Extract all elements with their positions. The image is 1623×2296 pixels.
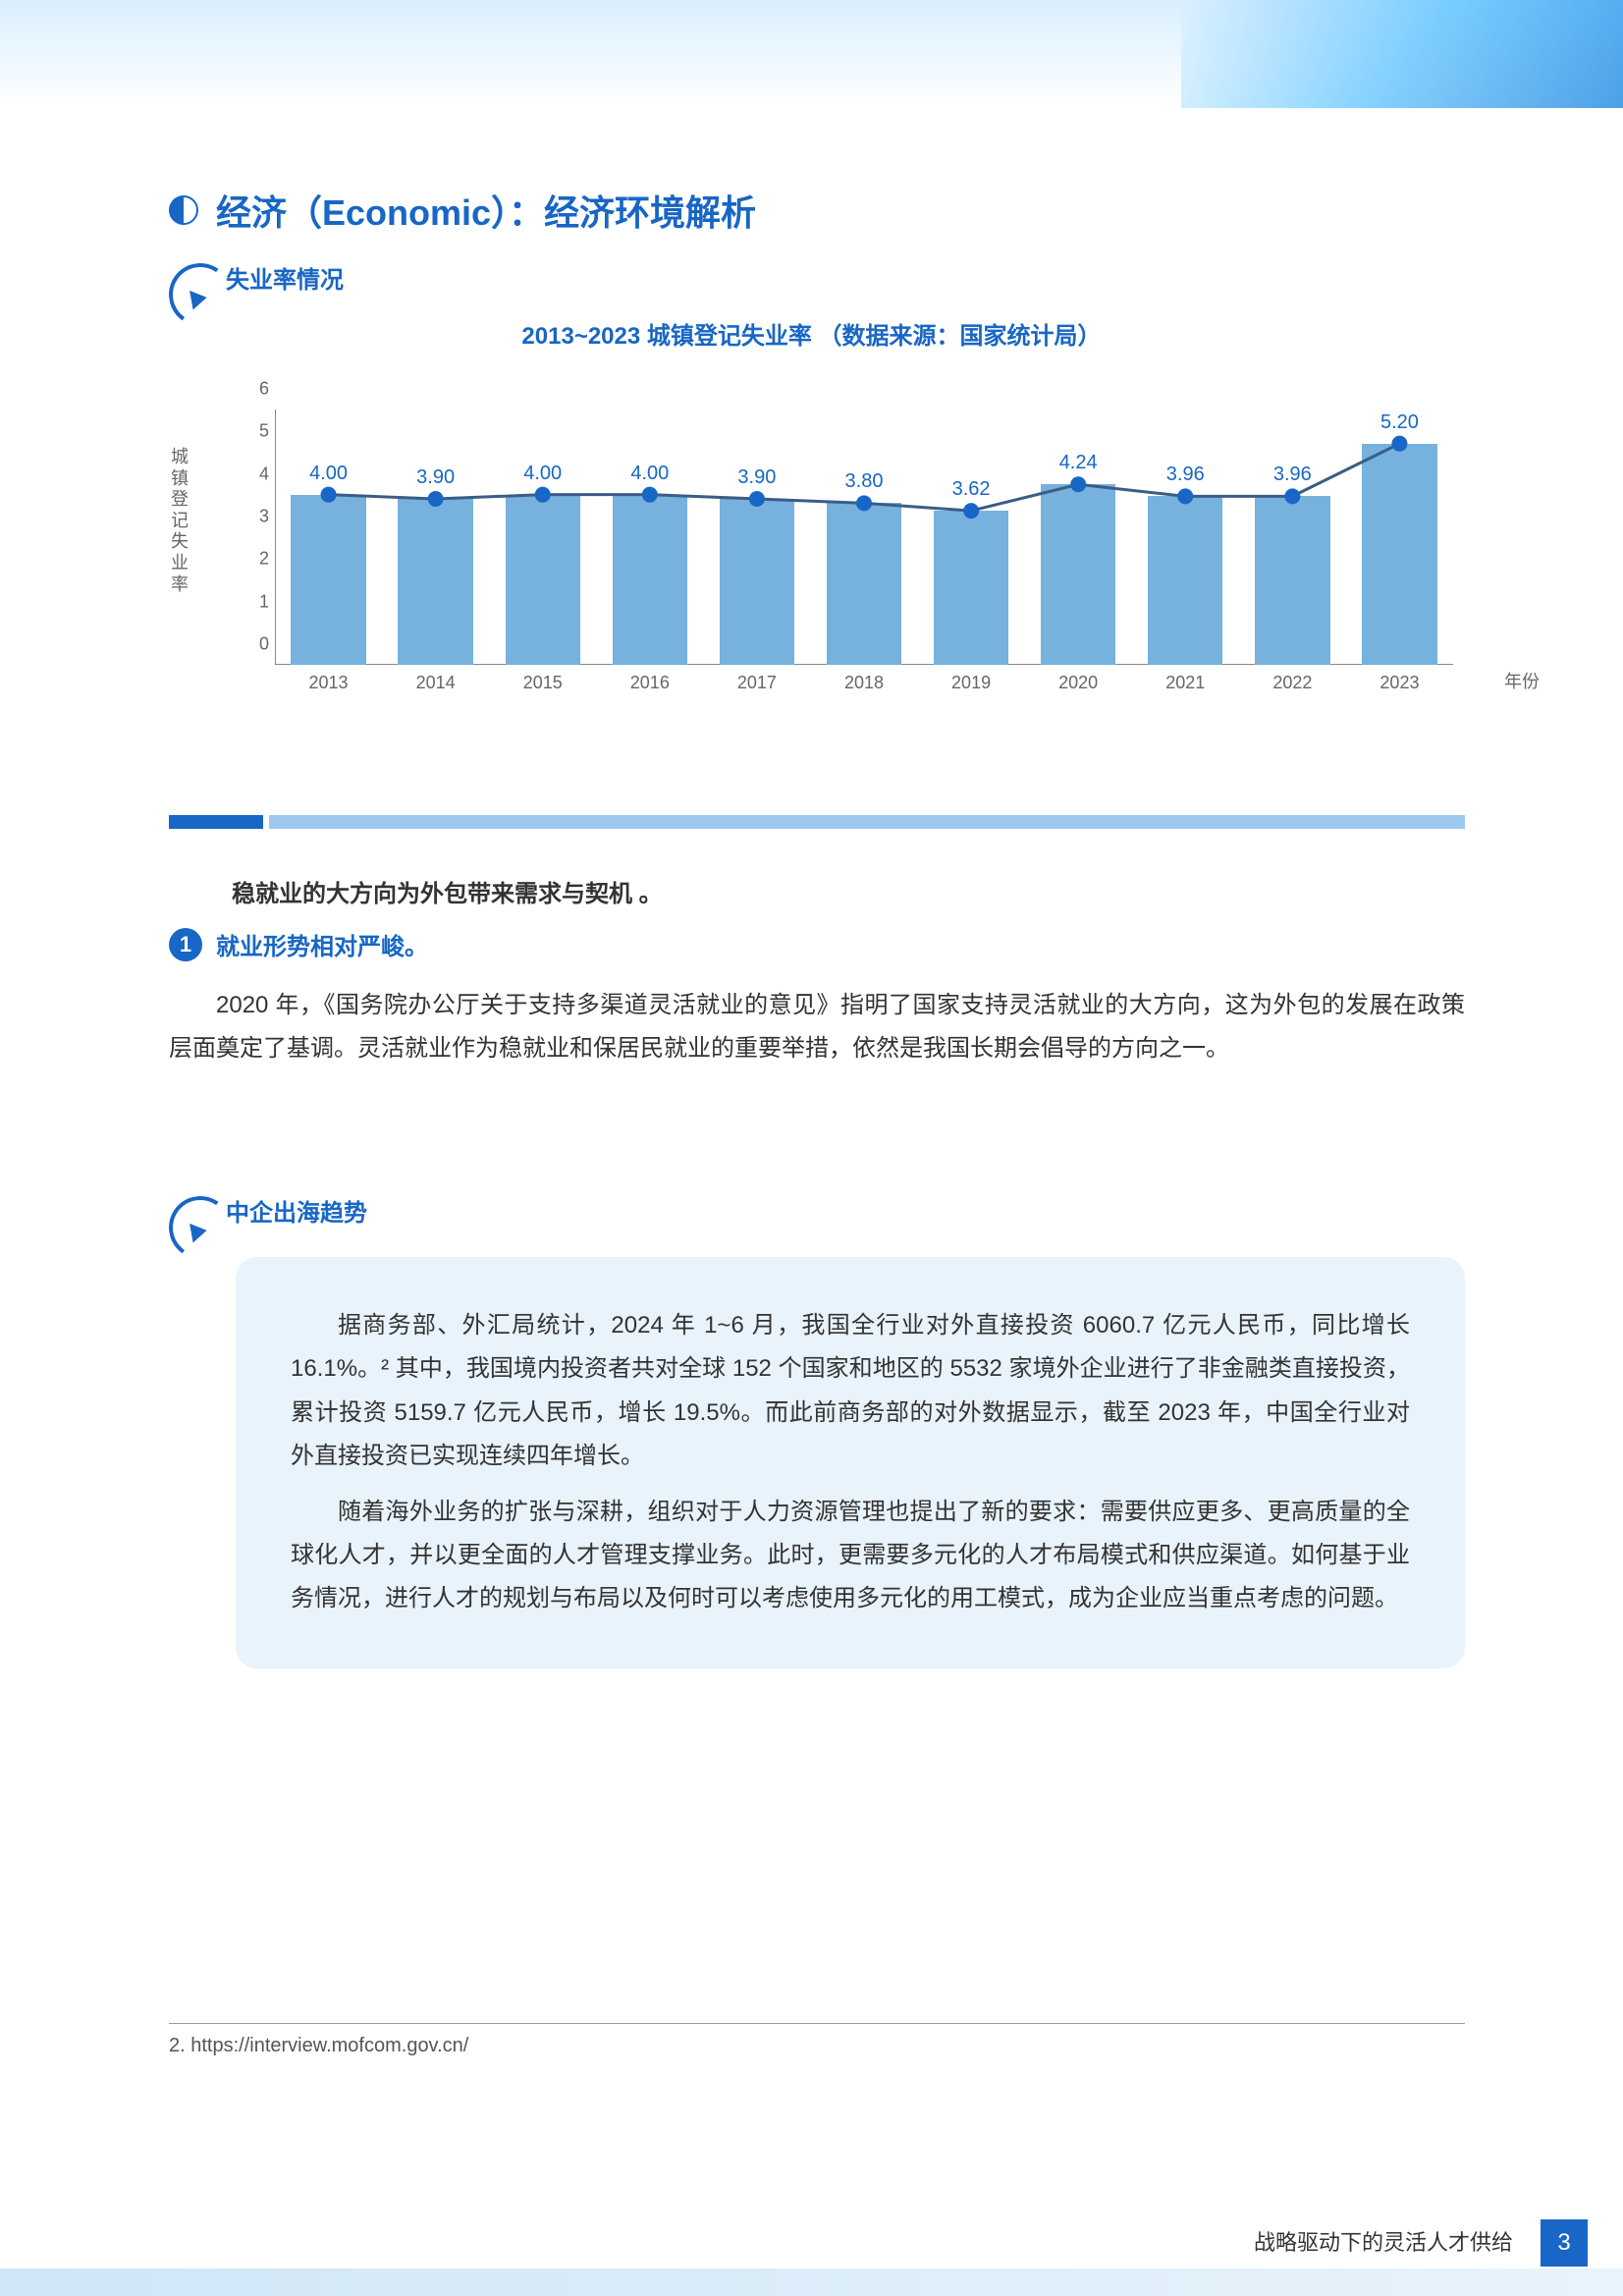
- chart-ytick: 4: [245, 464, 269, 484]
- chart-ytick: 1: [245, 591, 269, 612]
- page-number: 3: [1541, 2219, 1588, 2267]
- divider-bar: [169, 815, 1465, 829]
- chart-ytick: 6: [245, 379, 269, 400]
- numbered-title: 就业形势相对严峻。: [216, 927, 428, 961]
- chart-xlabel: 2014: [382, 673, 489, 693]
- chart-xlabel: 2018: [810, 673, 917, 693]
- chart-ylabel: 城镇登记失业率: [171, 447, 190, 595]
- number-badge: 1: [169, 928, 202, 961]
- chart-marker: [642, 487, 658, 503]
- chart-marker: [535, 487, 551, 503]
- sub-badge-label: 失业率情况: [226, 260, 344, 295]
- chart-marker: [428, 491, 444, 507]
- highlight-text: 稳就业的大方向为外包带来需求与契机 。: [232, 854, 1465, 928]
- chart-marker: [1391, 436, 1407, 452]
- paragraph-1: 2020 年，《国务院办公厅关于支持多渠道灵活就业的意见》指明了国家支持灵活就业…: [169, 984, 1465, 1071]
- chart-xlabel: 2019: [918, 673, 1025, 693]
- bullet-icon: [169, 195, 198, 225]
- chart-ytick: 3: [245, 507, 269, 527]
- chart-marker: [321, 487, 337, 503]
- chart-ytick: 5: [245, 421, 269, 442]
- chart-xlabel: 2020: [1025, 673, 1132, 693]
- chart-xlabel: 2017: [703, 673, 810, 693]
- chart-xlabel: 2016: [596, 673, 703, 693]
- chart-marker: [856, 495, 872, 511]
- chart-marker: [963, 503, 979, 519]
- section-title-text: 经济（Economic）：经济环境解析: [216, 185, 756, 236]
- footer-title: 战略驱动下的灵活人才供给: [1254, 2225, 1513, 2257]
- section-title: 经济（Economic）：经济环境解析: [169, 185, 756, 236]
- footer-band: [0, 2269, 1623, 2296]
- chart-title: 2013~2023 城镇登记失业率 （数据来源：国家统计局）: [0, 316, 1623, 351]
- chart-xaxis-label: 年份: [1504, 668, 1540, 693]
- unemployment-chart: 城镇登记失业率 年份 012345620134.0020143.9020154.…: [236, 388, 1492, 694]
- chart-marker: [749, 491, 765, 507]
- chart-xlabel: 2021: [1132, 673, 1239, 693]
- chart-ytick: 0: [245, 634, 269, 655]
- footnote-rule: [169, 2023, 1465, 2024]
- top-banner: [0, 0, 1623, 108]
- chart-xlabel: 2013: [275, 673, 382, 693]
- info-panel: 据商务部、外汇局统计，2024 年 1~6 月，我国全行业对外直接投资 6060…: [236, 1257, 1465, 1668]
- chart-marker: [1284, 488, 1300, 504]
- chart-marker: [1177, 488, 1193, 504]
- chart-xlabel: 2015: [489, 673, 596, 693]
- numbered-heading-1: 1 就业形势相对严峻。: [169, 927, 428, 961]
- chart-xlabel: 2022: [1239, 673, 1346, 693]
- sub-badge-overseas: 中企出海趋势: [169, 1196, 367, 1259]
- panel-paragraph-2: 随着海外业务的扩张与深耕，组织对于人力资源管理也提出了新的要求：需要供应更多、更…: [291, 1491, 1410, 1621]
- sub-badge-label: 中企出海趋势: [226, 1193, 367, 1228]
- chart-line: [275, 410, 1453, 665]
- chart-marker: [1070, 476, 1086, 492]
- panel-paragraph-1: 据商务部、外汇局统计，2024 年 1~6 月，我国全行业对外直接投资 6060…: [291, 1304, 1410, 1479]
- chart-xlabel: 2023: [1346, 673, 1453, 693]
- chart-ytick: 2: [245, 549, 269, 570]
- footnote: 2. https://interview.mofcom.gov.cn/: [169, 2035, 468, 2057]
